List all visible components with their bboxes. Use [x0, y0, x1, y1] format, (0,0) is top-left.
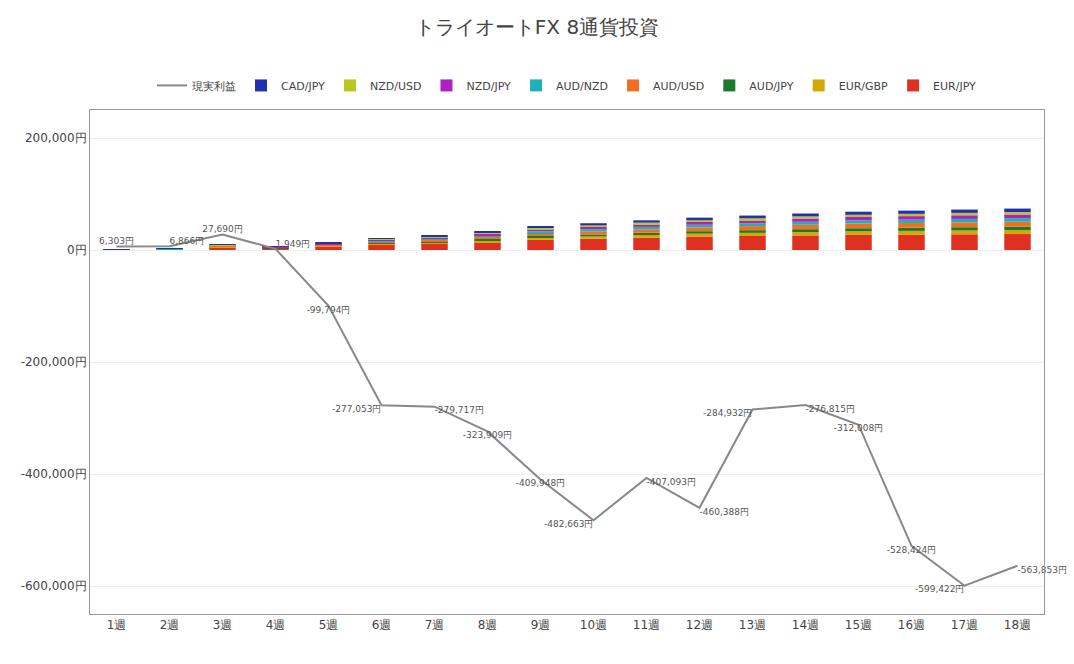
svg-text:6,303円: 6,303円: [99, 236, 134, 246]
svg-text:200,000円: 200,000円: [25, 131, 87, 145]
svg-text:14週: 14週: [792, 618, 819, 632]
svg-text:6,866円: 6,866円: [170, 236, 205, 246]
svg-text:9週: 9週: [531, 618, 551, 632]
svg-text:EUR/JPY: EUR/JPY: [933, 80, 976, 93]
svg-text:-599,422円: -599,422円: [915, 584, 964, 594]
svg-text:10週: 10週: [580, 618, 607, 632]
svg-text:AUD/USD: AUD/USD: [653, 80, 704, 93]
svg-text:-284,932円: -284,932円: [703, 408, 752, 418]
svg-text:1,949円: 1,949円: [276, 239, 311, 249]
svg-text:AUD/JPY: AUD/JPY: [749, 80, 793, 93]
svg-text:CAD/JPY: CAD/JPY: [281, 80, 325, 93]
svg-text:3週: 3週: [213, 618, 233, 632]
svg-text:-312,008円: -312,008円: [834, 423, 883, 433]
svg-text:6週: 6週: [372, 618, 392, 632]
svg-text:17週: 17週: [951, 618, 978, 632]
svg-text:トライオートFX 8通貨投資: トライオートFX 8通貨投資: [415, 15, 659, 39]
svg-text:0円: 0円: [67, 243, 87, 257]
svg-text:8週: 8週: [478, 618, 498, 632]
svg-text:-200,000円: -200,000円: [21, 355, 87, 369]
svg-text:-409,948円: -409,948円: [516, 478, 565, 488]
svg-text:13週: 13週: [739, 618, 766, 632]
svg-text:2週: 2週: [160, 618, 180, 632]
svg-text:-460,388円: -460,388円: [700, 507, 749, 517]
svg-text:AUD/NZD: AUD/NZD: [556, 80, 608, 93]
svg-text:-563,853円: -563,853円: [1018, 565, 1067, 575]
svg-text:27,690円: 27,690円: [202, 224, 243, 234]
svg-text:18週: 18週: [1004, 618, 1031, 632]
svg-text:12週: 12週: [686, 618, 713, 632]
svg-text:NZD/JPY: NZD/JPY: [466, 80, 511, 93]
svg-text:-323,909円: -323,909円: [463, 430, 512, 440]
svg-text:現実利益: 現実利益: [192, 80, 236, 93]
svg-text:7週: 7週: [425, 618, 445, 632]
svg-text:-279,717円: -279,717円: [435, 405, 484, 415]
svg-text:5週: 5週: [319, 618, 339, 632]
svg-text:EUR/GBP: EUR/GBP: [839, 80, 888, 93]
svg-text:11週: 11週: [633, 618, 660, 632]
svg-text:-400,000円: -400,000円: [21, 467, 87, 481]
svg-text:16週: 16週: [898, 618, 925, 632]
svg-text:-482,663円: -482,663円: [544, 519, 593, 529]
svg-text:-277,053円: -277,053円: [332, 404, 381, 414]
svg-text:1週: 1週: [107, 618, 127, 632]
svg-text:-528,424円: -528,424円: [887, 545, 936, 555]
svg-text:15週: 15週: [845, 618, 872, 632]
svg-text:-600,000円: -600,000円: [21, 579, 87, 593]
svg-text:-276,815円: -276,815円: [806, 404, 855, 414]
svg-text:NZD/USD: NZD/USD: [370, 80, 421, 93]
svg-text:-407,093円: -407,093円: [647, 477, 696, 487]
svg-text:4週: 4週: [266, 618, 286, 632]
svg-text:-99,794円: -99,794円: [307, 305, 351, 315]
